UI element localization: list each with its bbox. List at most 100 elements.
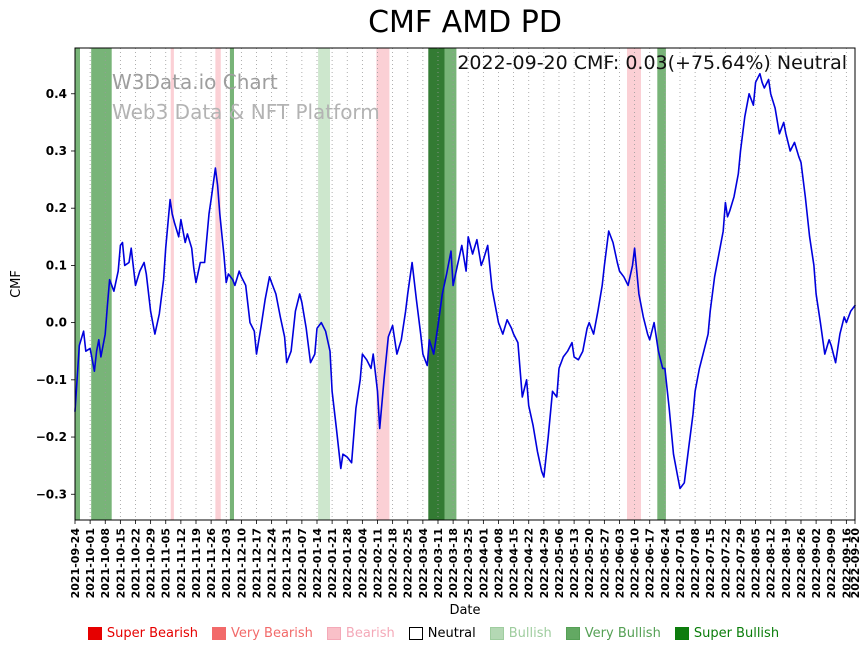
x-tick-label: 2022-06-03 bbox=[613, 528, 626, 598]
signal-band-very-bullish bbox=[444, 48, 457, 520]
legend-label: Bullish bbox=[508, 626, 552, 641]
signal-band-super-bullish bbox=[428, 48, 445, 520]
legend-swatch bbox=[87, 627, 102, 640]
legend-item-super-bullish: Super Bullish bbox=[674, 626, 780, 641]
legend-label: Super Bullish bbox=[693, 626, 780, 641]
legend-swatch bbox=[565, 627, 580, 640]
latest-value-annotation: 2022-09-20 CMF: 0.03(+75.64%) Neutral bbox=[457, 52, 847, 74]
x-tick-label: 2022-08-19 bbox=[780, 528, 793, 598]
x-tick-label: 2021-11-19 bbox=[190, 528, 203, 598]
x-tick-label: 2021-12-31 bbox=[281, 528, 294, 598]
x-tick-label: 2022-07-29 bbox=[734, 528, 747, 598]
x-tick-label: 2022-03-11 bbox=[432, 528, 445, 598]
legend-swatch bbox=[489, 627, 504, 640]
x-tick-label: 2022-05-27 bbox=[598, 528, 611, 598]
chart-title: CMF AMD PD bbox=[368, 5, 562, 40]
x-tick-label: 2022-09-02 bbox=[810, 528, 823, 598]
x-tick-label: 2022-09-09 bbox=[825, 528, 838, 598]
x-tick-label: 2022-04-29 bbox=[538, 528, 551, 598]
y-tick-label: 0.3 bbox=[46, 144, 67, 158]
x-tick-label: 2022-02-04 bbox=[356, 528, 369, 599]
legend-swatch bbox=[326, 627, 341, 640]
x-tick-label: 2022-06-10 bbox=[629, 528, 642, 599]
legend-item-neutral: Neutral bbox=[408, 626, 476, 641]
x-tick-label: 2021-10-22 bbox=[129, 528, 142, 598]
signal-band-bearish bbox=[170, 48, 174, 520]
legend-swatch bbox=[408, 627, 423, 640]
x-tick-label: 2022-07-08 bbox=[689, 528, 702, 598]
signal-band-very-bullish bbox=[657, 48, 666, 520]
x-tick-label: 2021-12-17 bbox=[250, 528, 263, 598]
x-tick-label: 2022-06-17 bbox=[644, 528, 657, 598]
x-tick-label: 2022-01-14 bbox=[311, 528, 324, 599]
x-tick-label: 2022-06-24 bbox=[659, 528, 672, 599]
x-tick-label: 2021-10-01 bbox=[84, 528, 97, 598]
y-tick-label: 0.2 bbox=[46, 201, 67, 215]
signal-band-very-bullish bbox=[75, 48, 80, 520]
signal-band-bearish bbox=[627, 48, 641, 520]
signal-band-bullish bbox=[318, 48, 330, 520]
legend-item-very-bullish: Very Bullish bbox=[565, 626, 661, 641]
x-tick-label: 2022-04-15 bbox=[508, 528, 521, 598]
x-tick-label: 2021-10-08 bbox=[99, 528, 112, 598]
signal-band-bearish bbox=[376, 48, 390, 520]
legend-swatch bbox=[212, 627, 226, 640]
y-tick-label: 0.4 bbox=[46, 87, 67, 101]
x-tick-label: 2021-12-24 bbox=[266, 528, 279, 599]
legend-label: Bearish bbox=[345, 626, 395, 641]
x-tick-label: 2022-08-05 bbox=[750, 528, 763, 598]
x-tick-label: 2022-01-07 bbox=[296, 528, 309, 598]
legend-label: Neutral bbox=[427, 626, 476, 641]
cmf-line-series bbox=[74, 72, 856, 490]
legend: Super Bearish Very Bearish Bearish Neutral B… bbox=[0, 626, 867, 641]
x-tick-label: 2021-11-05 bbox=[160, 528, 173, 598]
x-tick-label: 2021-12-10 bbox=[235, 528, 248, 599]
x-tick-label: 2021-11-26 bbox=[205, 528, 218, 599]
x-tick-label: 2022-08-26 bbox=[795, 528, 808, 599]
x-tick-label: 2022-03-18 bbox=[447, 528, 460, 598]
x-tick-label: 2022-09-20 bbox=[849, 528, 862, 599]
x-tick-label: 2022-02-25 bbox=[402, 528, 415, 598]
x-tick-label: 2021-09-24 bbox=[69, 528, 82, 599]
y-axis-label: CMF bbox=[9, 270, 24, 298]
x-tick-label: 2021-12-03 bbox=[220, 528, 233, 598]
legend-item-bearish: Bearish bbox=[326, 626, 395, 641]
x-tick-label: 2022-04-22 bbox=[523, 528, 536, 598]
x-tick-label: 2022-05-06 bbox=[553, 528, 566, 599]
legend-item-bullish: Bullish bbox=[489, 626, 552, 641]
x-tick-label: 2022-09-16 bbox=[840, 528, 853, 599]
x-tick-label: 2022-04-08 bbox=[492, 528, 505, 598]
x-tick-label: 2022-08-12 bbox=[765, 528, 778, 598]
x-tick-label: 2022-07-22 bbox=[719, 528, 732, 598]
x-tick-label: 2022-01-21 bbox=[326, 528, 339, 598]
legend-swatch bbox=[674, 627, 689, 640]
x-tick-label: 2022-07-15 bbox=[704, 528, 717, 598]
x-tick-label: 2022-03-25 bbox=[462, 528, 475, 598]
x-tick-label: 2021-10-15 bbox=[114, 528, 127, 598]
plot-frame bbox=[74, 47, 856, 521]
x-tick-label: 2022-05-13 bbox=[568, 528, 581, 598]
y-tick-label: 0.1 bbox=[46, 258, 67, 272]
x-tick-label: 2022-05-20 bbox=[583, 528, 596, 599]
x-tick-label: 2022-02-11 bbox=[371, 528, 384, 598]
legend-item-very-bearish: Very Bearish bbox=[212, 626, 313, 641]
x-tick-label: 2021-10-29 bbox=[145, 528, 158, 598]
x-tick-label: 2022-03-04 bbox=[417, 528, 430, 599]
x-tick-label: 2021-11-12 bbox=[175, 528, 188, 598]
signal-band-very-bullish bbox=[229, 48, 234, 520]
y-tick-label: −0.2 bbox=[36, 430, 67, 444]
x-tick-label: 2022-02-18 bbox=[387, 528, 400, 598]
y-tick-label: −0.1 bbox=[36, 373, 67, 387]
x-axis-label: Date bbox=[449, 603, 480, 618]
legend-label: Very Bearish bbox=[231, 626, 313, 641]
signal-band-bearish bbox=[215, 48, 221, 520]
x-tick-label: 2022-07-01 bbox=[674, 528, 687, 598]
x-tick-label: 2022-01-28 bbox=[341, 528, 354, 598]
legend-label: Very Bullish bbox=[584, 626, 661, 641]
legend-item-super-bearish: Super Bearish bbox=[87, 626, 198, 641]
y-tick-label: 0.0 bbox=[46, 316, 67, 330]
x-tick-label: 2022-04-01 bbox=[477, 528, 490, 598]
signal-band-very-bullish bbox=[91, 48, 112, 520]
